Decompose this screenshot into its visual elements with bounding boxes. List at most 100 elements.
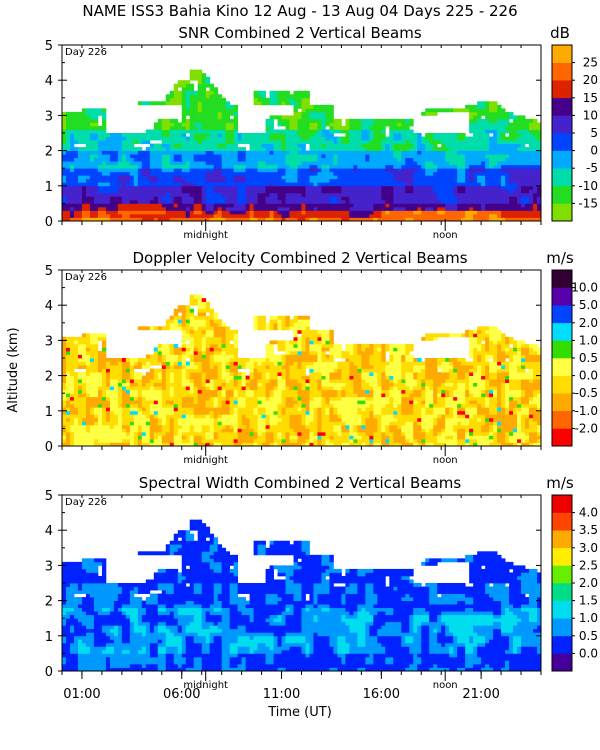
heatmap-cell — [145, 140, 151, 144]
heatmap-cell — [385, 375, 390, 380]
heatmap-cell — [177, 607, 183, 616]
heatmap-cell — [277, 597, 282, 601]
heatmap-cell — [465, 424, 470, 433]
heatmap-cell — [81, 108, 87, 130]
heatmap-cell — [517, 129, 522, 134]
heatmap-cell — [197, 319, 203, 327]
heatmap-cell — [129, 389, 135, 398]
heatmap-cell — [473, 115, 478, 123]
heatmap-cell — [141, 653, 147, 668]
heatmap-cell — [453, 164, 458, 169]
heatmap-cell — [529, 368, 534, 380]
heatmap-cell — [361, 150, 366, 169]
heatmap-cell — [249, 389, 254, 398]
heatmap-cell — [113, 365, 119, 380]
y-tick-label: 3 — [45, 334, 53, 349]
heatmap-cell — [389, 431, 394, 447]
heatmap-cell — [249, 150, 254, 169]
heatmap-cell — [217, 347, 223, 352]
heatmap-cell — [97, 125, 103, 130]
colorbar-units: m/s — [546, 474, 574, 492]
heatmap-cell — [149, 386, 155, 401]
heatmap-cell — [453, 400, 458, 426]
heatmap-cell — [93, 140, 99, 151]
heatmap-cell — [413, 203, 418, 211]
heatmap-cell — [185, 206, 191, 211]
heatmap-cell — [253, 649, 258, 654]
heatmap-cell — [429, 111, 434, 116]
heatmap-cell — [293, 104, 298, 113]
heatmap-cell — [229, 108, 235, 116]
heatmap-cell — [353, 396, 358, 426]
heatmap-cell — [341, 653, 346, 665]
time-marker-label: midnight — [183, 680, 228, 691]
heatmap-cell — [397, 150, 402, 162]
heatmap-cell — [409, 354, 414, 362]
heatmap-cell — [293, 192, 298, 204]
heatmap-cell — [473, 372, 478, 384]
heatmap-cell — [393, 442, 398, 447]
heatmap-cell — [333, 396, 338, 401]
heatmap-cell — [453, 196, 458, 204]
heatmap-cell — [517, 407, 522, 412]
heatmap-cell — [469, 400, 474, 405]
heatmap-cell — [329, 329, 334, 345]
heatmap-cell — [513, 565, 518, 609]
heatmap-cell — [93, 646, 99, 672]
heatmap-cell — [137, 361, 143, 369]
heatmap-cell — [285, 642, 290, 651]
heatmap-cell — [141, 621, 147, 626]
heatmap-cell — [293, 129, 298, 169]
colorbar-swatch — [552, 618, 572, 637]
heatmap-cell — [485, 389, 490, 398]
heatmap-cell — [77, 185, 83, 204]
heatmap-cell — [101, 111, 107, 120]
heatmap-cell — [485, 154, 490, 159]
heatmap-cell — [325, 386, 330, 391]
heatmap-cell — [149, 632, 155, 644]
heatmap-cell — [309, 431, 314, 443]
heatmap-cell — [353, 210, 358, 218]
heatmap-cell — [405, 414, 410, 422]
heatmap-cell — [537, 210, 542, 218]
heatmap-cell — [357, 646, 362, 654]
heatmap-cell — [305, 365, 310, 369]
heatmap-cell — [261, 396, 266, 408]
heatmap-cell — [521, 196, 526, 204]
heatmap-cell — [201, 607, 207, 630]
heatmap-cell — [209, 410, 215, 419]
heatmap-cell — [121, 614, 127, 644]
heatmap-cell — [265, 217, 270, 222]
heatmap-cell — [141, 133, 147, 141]
heatmap-cell — [165, 143, 171, 155]
heatmap-cell — [385, 568, 390, 577]
heatmap-cell — [193, 294, 199, 299]
heatmap-cell — [409, 663, 414, 672]
heatmap-cell — [165, 614, 171, 626]
heatmap-cell — [413, 403, 418, 422]
heatmap-cell — [329, 104, 334, 123]
heatmap-cell — [77, 150, 83, 169]
heatmap-cell — [157, 583, 163, 591]
heatmap-cell — [137, 663, 143, 672]
heatmap-cell — [101, 340, 107, 348]
heatmap-cell — [321, 147, 326, 151]
heatmap-cell — [105, 583, 111, 609]
heatmap-cell — [285, 632, 290, 637]
heatmap-cell — [257, 171, 262, 187]
heatmap-cell — [417, 206, 422, 211]
heatmap-cell — [441, 389, 446, 394]
heatmap-cell — [205, 653, 211, 672]
heatmap-cell — [329, 421, 334, 436]
heatmap-cell — [397, 206, 402, 211]
heatmap-cell — [365, 382, 370, 391]
heatmap-cell — [209, 90, 215, 95]
heatmap-cell — [365, 435, 370, 447]
heatmap-cell — [481, 611, 486, 616]
heatmap-cell — [421, 185, 426, 204]
heatmap-cell — [477, 414, 482, 419]
heatmap-cell — [213, 583, 219, 609]
heatmap-cell — [233, 431, 239, 440]
heatmap-cell — [129, 621, 135, 665]
heatmap-cell — [209, 632, 215, 644]
